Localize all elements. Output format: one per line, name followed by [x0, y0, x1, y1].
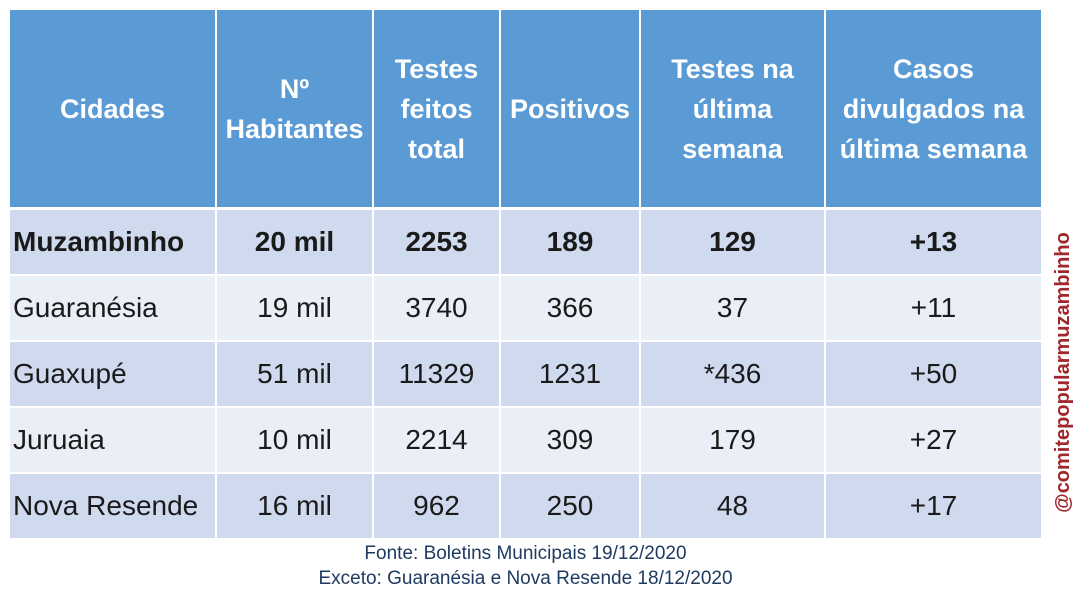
header-testes-total: Testes feitos total: [372, 10, 501, 210]
positives-cell: 1231: [499, 341, 641, 408]
inhabitants-cell: 19 mil: [215, 275, 374, 342]
week-cases-cell: +27: [824, 407, 1041, 474]
positives-cell: 366: [499, 275, 641, 342]
header-positivos: Positivos: [499, 10, 641, 210]
header-testes-semana: Testes na última semana: [639, 10, 826, 210]
total-tests-cell: 962: [372, 473, 501, 540]
week-tests-cell: 129: [639, 208, 826, 276]
city-cell: Muzambinho: [10, 208, 217, 276]
data-table: Cidades Nº Habitantes Testes feitos tota…: [10, 10, 1041, 540]
city-cell: Juruaia: [10, 407, 217, 474]
week-tests-cell: 37: [639, 275, 826, 342]
source-note: Fonte: Boletins Municipais 19/12/2020: [364, 543, 687, 564]
header-cidades: Cidades: [10, 10, 217, 210]
inhabitants-cell: 16 mil: [215, 473, 374, 540]
city-cell: Nova Resende: [10, 473, 217, 540]
positives-cell: 309: [499, 407, 641, 474]
week-tests-cell: 48: [639, 473, 826, 540]
week-cases-cell: +13: [824, 208, 1041, 276]
positives-cell: 250: [499, 473, 641, 540]
table-row: Guaxupé 51 mil 11329 1231 *436 +50: [10, 341, 1041, 408]
week-cases-cell: +11: [824, 275, 1041, 342]
table-row: Nova Resende 16 mil 962 250 48 +17: [10, 473, 1041, 540]
watermark: @comitepopularmuzambinho: [1050, 222, 1076, 522]
table-row: Juruaia 10 mil 2214 309 179 +27: [10, 407, 1041, 474]
table-row: Muzambinho 20 mil 2253 189 129 +13: [10, 208, 1041, 276]
total-tests-cell: 3740: [372, 275, 501, 342]
inhabitants-cell: 20 mil: [215, 208, 374, 276]
header-habitantes: Nº Habitantes: [215, 10, 374, 210]
positives-cell: 189: [499, 208, 641, 276]
total-tests-cell: 2253: [372, 208, 501, 276]
inhabitants-cell: 10 mil: [215, 407, 374, 474]
total-tests-cell: 11329: [372, 341, 501, 408]
exception-note: Exceto: Guaranésia e Nova Resende 18/12/…: [318, 568, 733, 589]
week-cases-cell: +50: [824, 341, 1041, 408]
city-cell: Guaxupé: [10, 341, 217, 408]
total-tests-cell: 2214: [372, 407, 501, 474]
header-casos-semana: Casos divulgados na última semana: [824, 10, 1041, 210]
city-cell: Guaranésia: [10, 275, 217, 342]
header-row: Cidades Nº Habitantes Testes feitos tota…: [10, 10, 1041, 210]
table-row: Guaranésia 19 mil 3740 366 37 +11: [10, 275, 1041, 342]
inhabitants-cell: 51 mil: [215, 341, 374, 408]
week-cases-cell: +17: [824, 473, 1041, 540]
week-tests-cell: 179: [639, 407, 826, 474]
watermark-text: @comitepopularmuzambinho: [1051, 231, 1074, 513]
week-tests-cell: *436: [639, 341, 826, 408]
